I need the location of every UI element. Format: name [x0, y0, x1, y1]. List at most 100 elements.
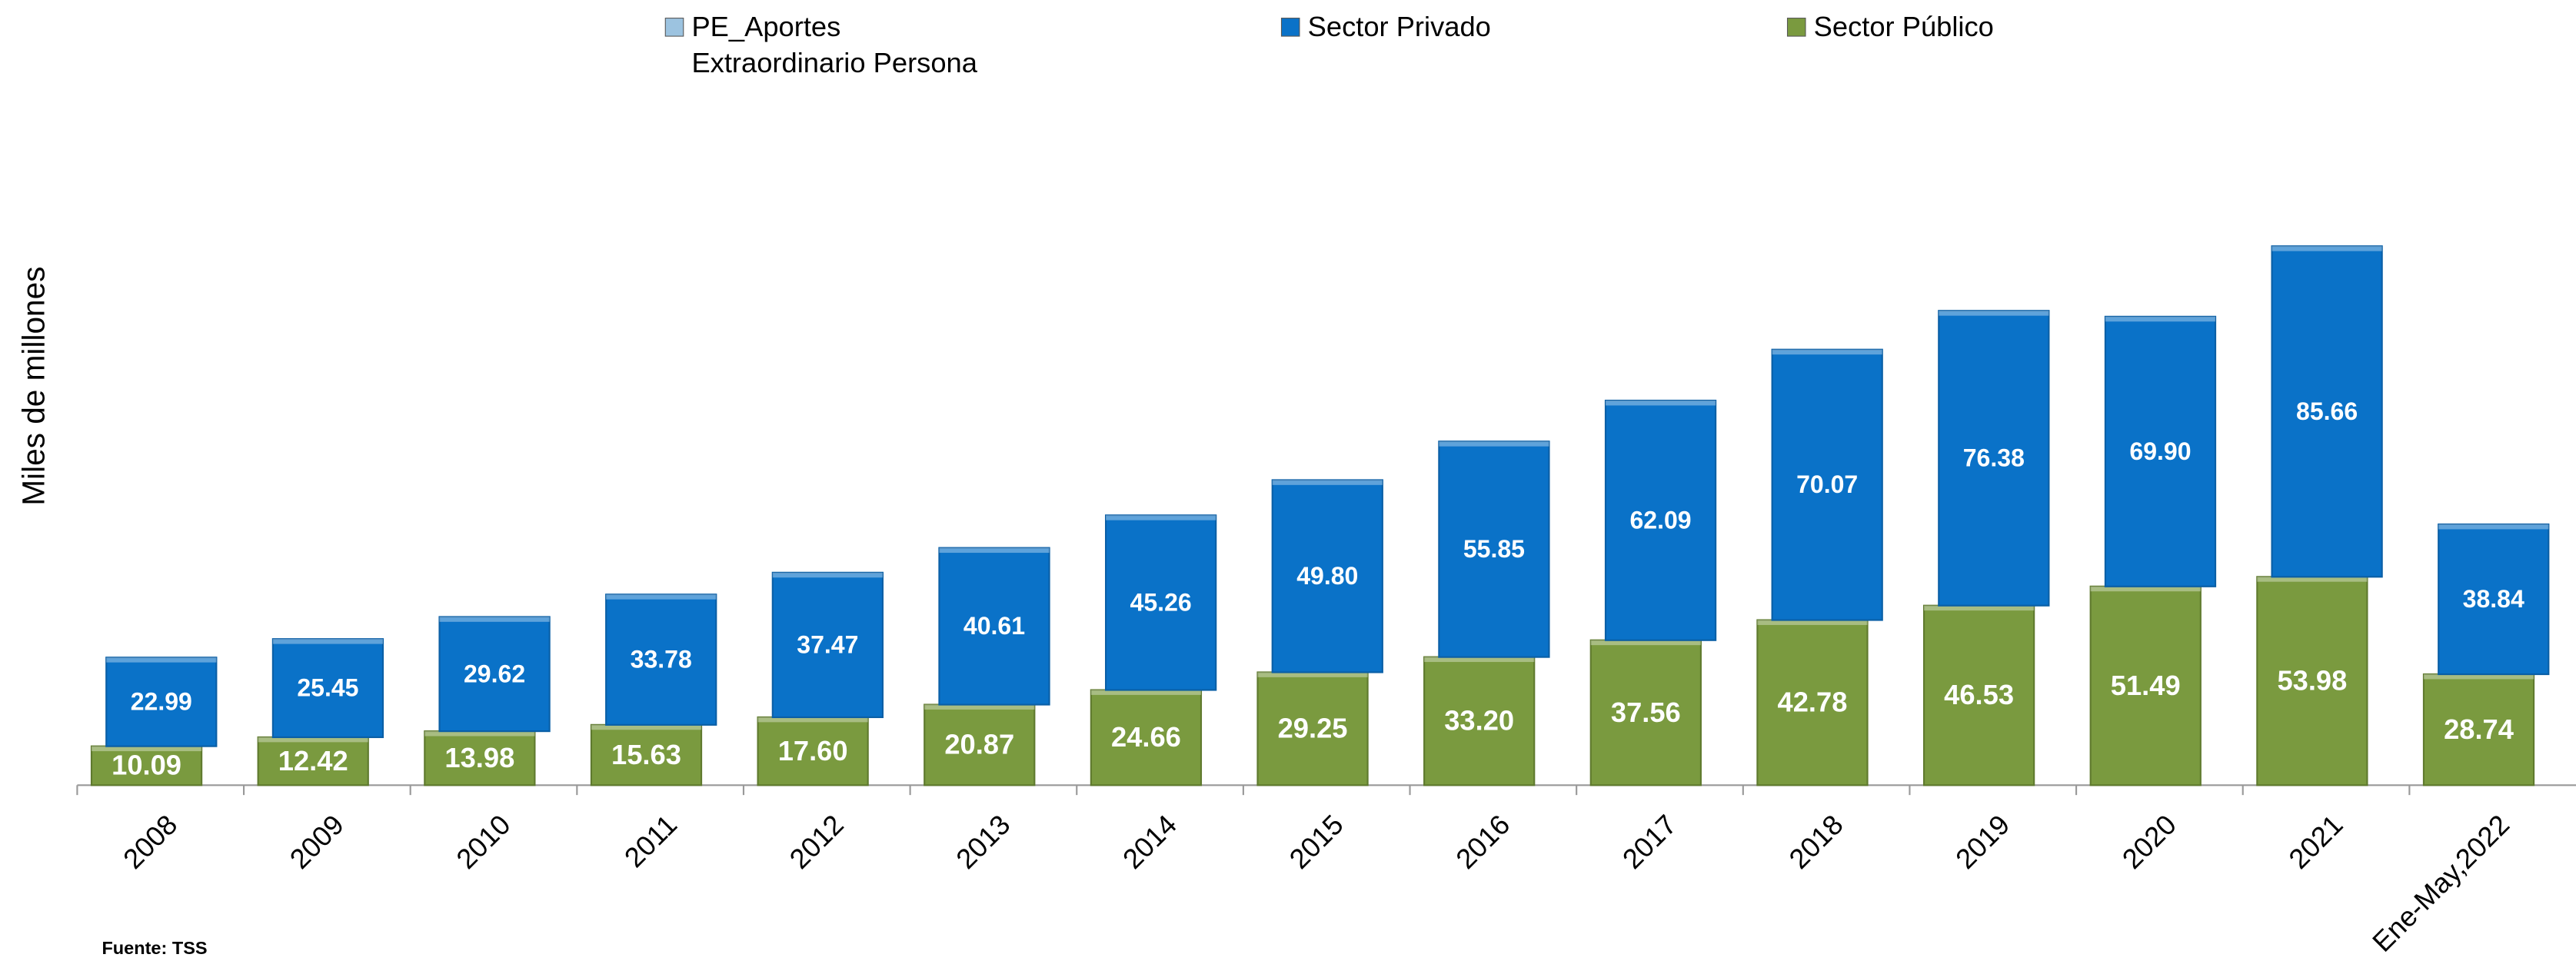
data-label: 45.26 — [1130, 588, 1192, 616]
data-label: 29.62 — [464, 660, 525, 687]
data-label: 25.45 — [297, 674, 358, 702]
bar-segment — [1771, 348, 1883, 621]
bar-segment — [1104, 514, 1217, 691]
bar-segment — [1090, 689, 1203, 786]
x-tick-label: 2021 — [2282, 809, 2348, 875]
x-tick-label: 2017 — [1616, 809, 1682, 875]
data-label: 15.63 — [611, 739, 681, 770]
bar-segment — [1256, 671, 1369, 786]
bar-segment — [1938, 310, 2050, 607]
source-note: Fuente: TSS — [102, 938, 207, 958]
bar-segment — [1589, 639, 1702, 786]
bar-segment — [771, 571, 884, 719]
data-label: 12.42 — [278, 745, 348, 776]
data-label: 17.60 — [778, 735, 848, 766]
data-label: 62.09 — [1629, 506, 1691, 534]
bar-shade — [439, 617, 550, 622]
data-label: 38.84 — [2463, 585, 2524, 613]
x-tick-label: 2016 — [1449, 809, 1516, 875]
data-label: 85.66 — [2296, 397, 2358, 425]
bar-shade — [1439, 441, 1549, 447]
x-tick-label: 2008 — [117, 809, 183, 875]
bar-shade — [1424, 657, 1535, 663]
x-tick-label: 2015 — [1283, 809, 1350, 875]
data-label: 70.07 — [1796, 471, 1858, 498]
bar-shade — [2271, 246, 2382, 251]
data-label: 20.87 — [944, 729, 1014, 760]
bar-segment — [2089, 585, 2202, 786]
bar-shade — [272, 639, 384, 644]
bar-segment — [2104, 315, 2217, 587]
data-label: 46.53 — [1944, 679, 2014, 710]
bar-shade — [2438, 524, 2549, 530]
legend-swatch — [1280, 18, 1300, 37]
data-label: 10.09 — [111, 750, 181, 781]
bar-shade — [606, 594, 717, 600]
data-label: 76.38 — [1963, 444, 2025, 472]
legend-swatch — [664, 18, 684, 37]
data-label: 51.49 — [2111, 670, 2181, 701]
data-label: 28.74 — [2444, 713, 2514, 745]
bar-segment — [271, 638, 384, 739]
data-label: 37.47 — [797, 630, 858, 658]
bar-shade — [92, 746, 202, 752]
x-tick-label: 2010 — [450, 809, 516, 875]
x-tick-label: 2009 — [284, 809, 350, 875]
bar-segment — [1922, 604, 2035, 786]
bar-shade — [772, 572, 883, 578]
x-tick-label: 2019 — [1949, 809, 2015, 875]
data-label: 13.98 — [444, 742, 514, 773]
bar-shade — [2423, 674, 2534, 680]
data-label: 53.98 — [2277, 665, 2347, 697]
x-tick-label: 2012 — [784, 809, 850, 875]
data-label: 37.56 — [1611, 697, 1681, 728]
legend-item: Sector Público — [1813, 12, 1994, 43]
bar-shade — [258, 737, 368, 743]
bar-segment — [2256, 576, 2368, 786]
bar-shade — [924, 704, 1035, 710]
bar-segment — [1271, 479, 1383, 673]
data-label: 49.80 — [1296, 562, 1358, 590]
bar-segment — [2438, 523, 2550, 676]
y-axis-label: Miles de millones — [16, 267, 52, 506]
legend-item: Sector Privado — [1307, 12, 1491, 43]
legend-item: PE_Aportes Extraordinario Persona — [691, 12, 977, 79]
bar-shade — [939, 547, 1050, 554]
bar-segment — [2422, 673, 2535, 786]
bar-segment — [438, 616, 551, 733]
bar-shade — [757, 717, 868, 723]
data-label: 24.66 — [1111, 721, 1181, 753]
bar-segment — [2271, 245, 2383, 578]
bar-shade — [591, 724, 702, 730]
bar-segment — [1604, 399, 1717, 641]
bar-segment — [1756, 619, 1869, 786]
bar-segment — [757, 716, 869, 786]
bar-shade — [1257, 672, 1368, 677]
x-tick-label: 2014 — [1117, 809, 1183, 875]
bar-shade — [2257, 577, 2368, 582]
bar-segment — [938, 547, 1050, 706]
data-label: 29.25 — [1278, 713, 1348, 744]
bar-segment — [605, 594, 717, 726]
bar-shade — [424, 731, 535, 737]
bar-shade — [1939, 311, 2049, 316]
bar-shade — [1772, 349, 1882, 355]
bar-segment — [90, 745, 203, 786]
bar-segment — [105, 657, 218, 747]
x-tick-label: 2020 — [2116, 809, 2182, 875]
x-tick-label: Ene-May,2022 — [2366, 809, 2515, 958]
data-label: 33.78 — [631, 646, 692, 673]
legend-label: Sector Privado — [1307, 12, 1491, 43]
data-label: 40.61 — [964, 612, 1025, 640]
bar-shade — [106, 657, 217, 663]
data-label: 33.20 — [1444, 705, 1514, 737]
x-tick-label: 2018 — [1783, 809, 1849, 875]
bar-shade — [1106, 515, 1216, 520]
legend-label: Sector Público — [1813, 12, 1994, 43]
x-tick-label: 2013 — [950, 809, 1016, 875]
data-label: 42.78 — [1778, 687, 1848, 718]
data-label: 69.90 — [2129, 437, 2191, 465]
bar-shade — [1590, 640, 1701, 646]
bar-shade — [1924, 605, 2035, 611]
